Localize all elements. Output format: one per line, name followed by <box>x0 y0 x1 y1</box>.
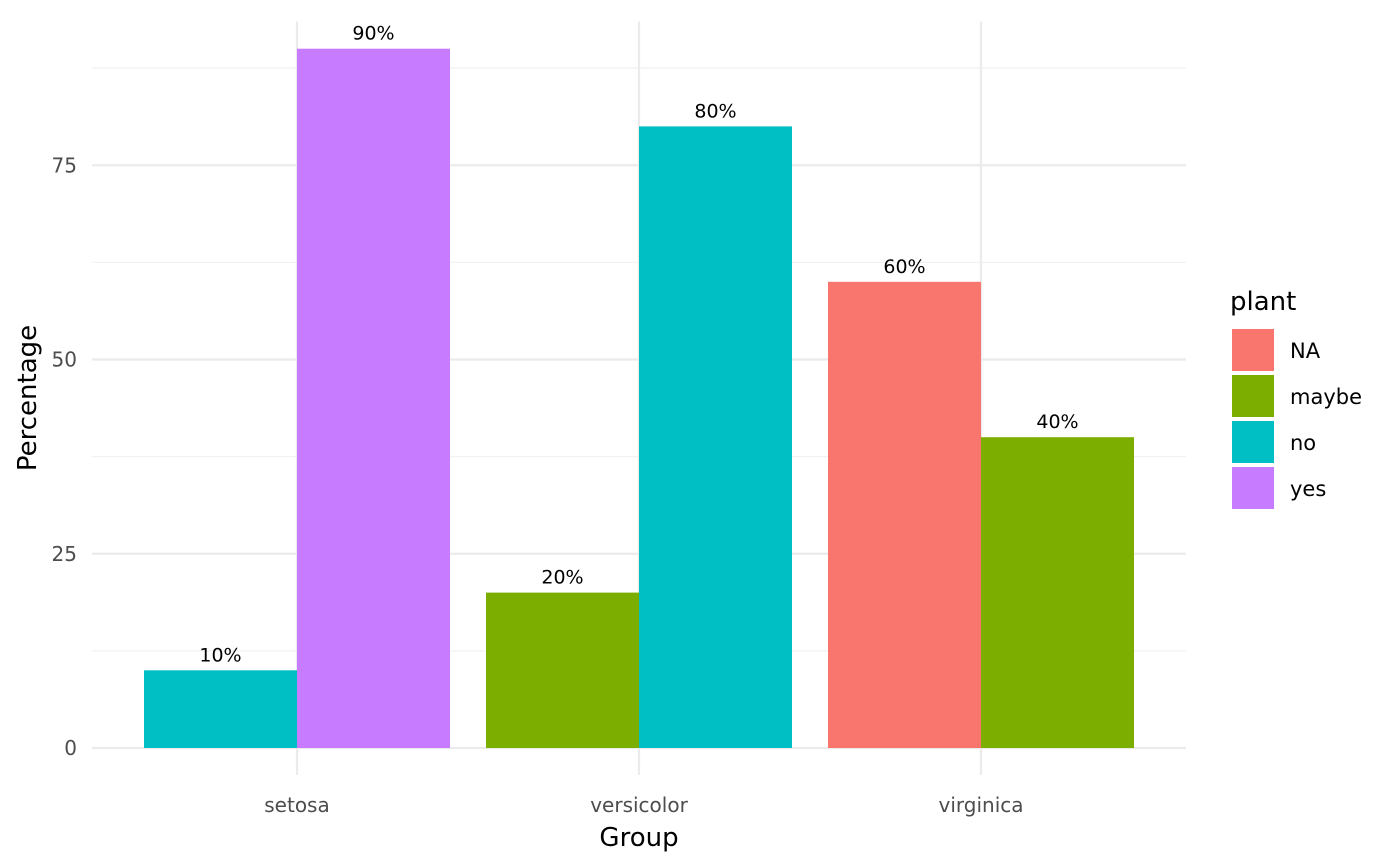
y-tick-label: 0 <box>64 736 77 760</box>
legend-label: yes <box>1290 477 1326 501</box>
bar-data-labels: 10% 90% 20% 80% 60% 40% <box>199 23 1078 667</box>
legend: plant NA maybe no yes <box>1230 287 1362 509</box>
x-tick-label: setosa <box>264 793 329 817</box>
bar-value-label: 90% <box>352 23 394 45</box>
x-tick-label: virginica <box>939 793 1024 817</box>
bar-value-label: 60% <box>883 256 925 278</box>
y-tick-label: 75 <box>52 153 77 177</box>
legend-key-no <box>1232 421 1274 463</box>
x-axis-title: Group <box>599 823 678 853</box>
bar-setosa-no <box>144 670 297 748</box>
bar-value-label: 80% <box>694 100 736 122</box>
bar-versicolor-no <box>639 126 792 748</box>
legend-key-maybe <box>1232 375 1274 417</box>
bar-value-label: 20% <box>541 567 583 589</box>
legend-label: no <box>1290 431 1316 455</box>
bars <box>144 48 1134 748</box>
legend-key-yes <box>1232 467 1274 509</box>
bar-versicolor-maybe <box>486 592 639 748</box>
y-tick-label: 25 <box>52 542 77 566</box>
x-axis-tick-labels: setosa versicolor virginica <box>264 793 1023 817</box>
y-axis-tick-labels: 0 25 50 75 <box>52 153 77 760</box>
bar-setosa-yes <box>297 48 450 748</box>
bar-virginica-maybe <box>981 437 1134 748</box>
y-tick-label: 50 <box>52 348 77 372</box>
bar-value-label: 10% <box>199 644 241 666</box>
legend-label: NA <box>1290 339 1321 363</box>
x-tick-label: versicolor <box>590 793 688 817</box>
bar-virginica-NA <box>828 281 981 748</box>
legend-title: plant <box>1230 287 1296 317</box>
bar-value-label: 40% <box>1036 411 1078 433</box>
legend-key-NA <box>1232 329 1274 371</box>
y-axis-title: Percentage <box>13 325 43 471</box>
legend-label: maybe <box>1290 385 1362 409</box>
